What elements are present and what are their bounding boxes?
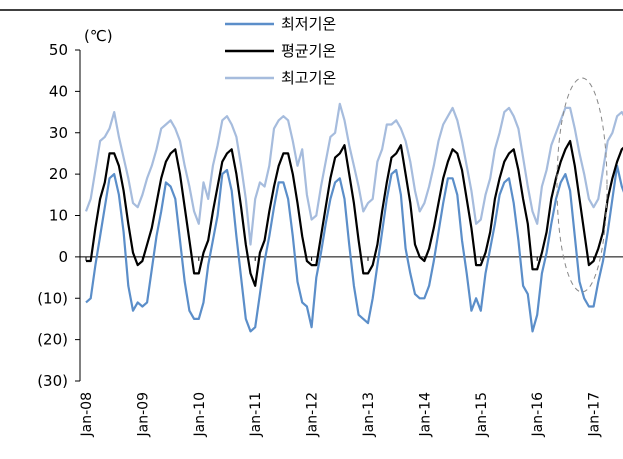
x-tick-label: Jan-09 xyxy=(135,392,151,437)
y-unit-label: (℃) xyxy=(84,27,113,45)
y-tick-label: 0 xyxy=(58,248,68,266)
legend-label: 최고기온 xyxy=(281,69,336,87)
legend-label: 최저기온 xyxy=(281,15,336,33)
x-axis: Jan-08 Jan-09 Jan-10 Jan-11 Jan-12 Jan-13 Jan-… xyxy=(79,256,623,438)
highlight-ellipse xyxy=(556,77,608,293)
x-tick-label: Jan-13 xyxy=(361,392,377,437)
y-tick-label: 30 xyxy=(49,124,68,142)
x-tick-label: Jan-14 xyxy=(417,392,433,438)
x-tick-label: Jan-12 xyxy=(305,392,321,437)
y-tick-label: 40 xyxy=(49,82,68,100)
series-line-1 xyxy=(86,139,623,287)
x-tick-label: Jan-15 xyxy=(474,392,490,437)
x-tick-label: Jan-16 xyxy=(530,392,546,438)
y-tick-label: 50 xyxy=(49,41,68,59)
y-axis: 50 40 30 20 10 0 (10) (20) (30) xyxy=(37,41,81,390)
x-tick-label: Jan-10 xyxy=(192,392,208,437)
series-line-2 xyxy=(84,102,623,246)
y-tick-label: (30) xyxy=(37,372,68,390)
series-lines xyxy=(84,102,623,333)
x-tick-label: Jan-17 xyxy=(587,392,603,437)
y-tick-label: (10) xyxy=(37,289,68,307)
y-tick-label: 10 xyxy=(49,207,68,225)
x-tick-label: Jan-11 xyxy=(248,392,264,437)
y-tick-label: 20 xyxy=(49,165,68,183)
series-line-0 xyxy=(85,164,623,333)
y-tick-label: (20) xyxy=(37,331,68,349)
x-tick-label: Jan-08 xyxy=(79,392,95,437)
legend-label: 평균기온 xyxy=(281,42,336,60)
